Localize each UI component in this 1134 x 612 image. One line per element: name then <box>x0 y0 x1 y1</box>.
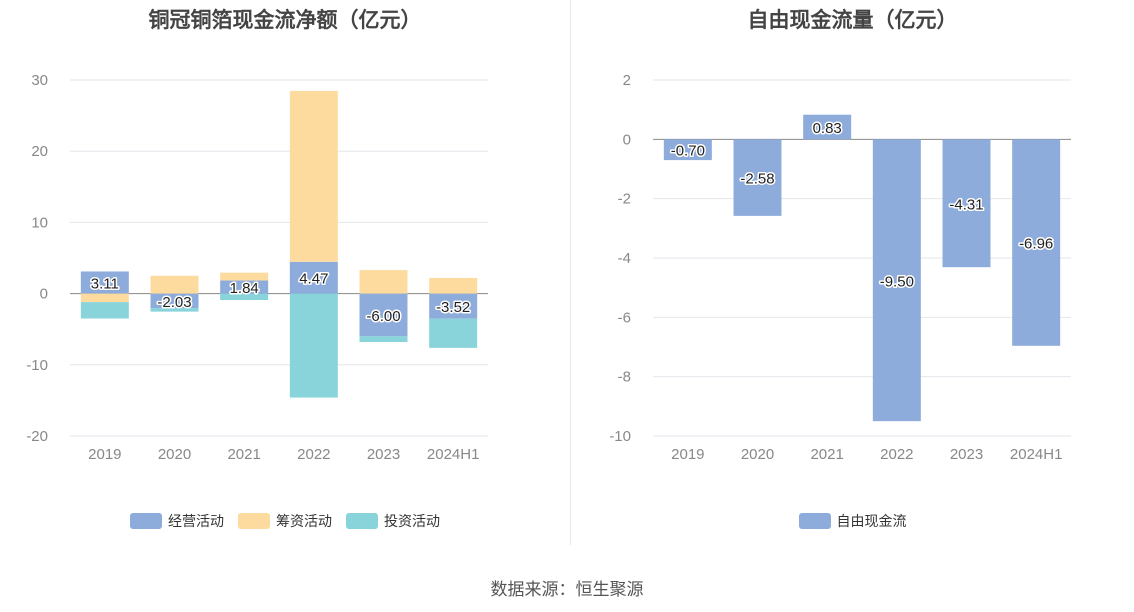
bar <box>150 308 199 312</box>
data-label: -6.96 <box>1019 236 1053 253</box>
bar <box>80 302 129 319</box>
chart-title: 自由现金流量（亿元） <box>747 9 958 32</box>
cash-flow-net-plot: 30 20 10 0 -10 -20 3.11 -2.03 1.84 4.47 -6.00 -3.52… <box>26 72 488 463</box>
bar <box>429 293 478 319</box>
legend-item[interactable]: 筹资活动 <box>238 511 332 531</box>
bar <box>150 293 199 309</box>
legend-label: 投资活动 <box>384 513 440 529</box>
data-label: -2.03 <box>157 294 191 311</box>
bar <box>220 293 269 301</box>
x-tick-label: 2023 <box>950 446 983 463</box>
bar <box>150 275 199 294</box>
chart-title: 铜冠铜箔现金流净额（亿元） <box>148 9 422 32</box>
bar <box>1012 139 1061 346</box>
bar <box>663 139 712 161</box>
bar <box>942 139 991 268</box>
data-label: -4.31 <box>949 196 983 213</box>
legend-swatch <box>130 513 162 529</box>
data-label: 4.47 <box>299 271 328 288</box>
data-label: 3.11 <box>91 276 119 293</box>
bar <box>289 90 338 262</box>
x-tick-label: 2021 <box>227 446 260 463</box>
data-label: 0.83 <box>813 120 842 137</box>
y-tick-label: 0 <box>40 286 48 303</box>
x-tick-label: 2022 <box>880 446 913 463</box>
x-tick-label: 2019 <box>671 446 704 463</box>
y-tick-label: 2 <box>623 72 631 89</box>
x-tick-label: 2019 <box>88 446 121 463</box>
data-source: 数据来源：恒生聚源 <box>490 580 644 599</box>
data-label: -3.52 <box>436 299 470 316</box>
x-tick-label: 2020 <box>158 446 191 463</box>
y-tick-label: 10 <box>31 214 48 231</box>
legend-swatch <box>798 513 831 529</box>
bar <box>289 293 338 398</box>
y-tick-label: -10 <box>26 357 48 374</box>
bar <box>80 271 129 294</box>
data-label: 1.84 <box>230 280 259 297</box>
data-label: -0.70 <box>671 143 705 160</box>
bar <box>359 336 408 343</box>
y-tick-label: -20 <box>26 428 48 445</box>
bar <box>429 277 478 294</box>
x-tick-label: 2024H1 <box>427 446 480 463</box>
bar <box>289 261 338 294</box>
x-tick-label: 2023 <box>367 446 400 463</box>
bar <box>359 270 408 294</box>
y-tick-label: -10 <box>609 428 631 445</box>
bar <box>872 139 921 422</box>
y-tick-label: 20 <box>31 143 48 160</box>
legend-label: 自由现金流 <box>836 513 907 529</box>
legend-swatch <box>346 513 378 529</box>
x-tick-label: 2021 <box>810 446 843 463</box>
data-label: -2.58 <box>740 171 774 188</box>
data-label: -6.00 <box>366 308 400 325</box>
legend-item[interactable]: 经营活动 <box>130 511 224 531</box>
legend: 自由现金流 <box>571 511 1134 531</box>
data-label: -9.50 <box>880 273 914 290</box>
legend-swatch <box>238 513 270 529</box>
legend-label: 筹资活动 <box>276 513 332 529</box>
legend-item[interactable]: 投资活动 <box>346 511 440 531</box>
x-tick-label: 2024H1 <box>1010 446 1063 463</box>
bar <box>220 272 269 281</box>
bar <box>359 293 408 337</box>
free-cash-flow-chart: 自由现金流量（亿元） 2 0 -2 -4 -6 -8 -10 -0.70 -2.58 0.83 -9… <box>571 0 1134 545</box>
y-tick-label: -2 <box>618 191 631 208</box>
legend: 经营活动 筹资活动 投资活动 <box>0 511 570 531</box>
y-tick-label: -6 <box>618 309 631 326</box>
legend-item[interactable]: 自由现金流 <box>798 511 907 531</box>
bar <box>429 318 478 348</box>
bar <box>733 139 782 216</box>
y-tick-label: -8 <box>618 369 631 386</box>
panel-divider <box>570 0 571 545</box>
bar <box>220 280 269 294</box>
legend-label: 经营活动 <box>168 513 224 529</box>
x-tick-label: 2020 <box>741 446 774 463</box>
y-tick-label: 0 <box>623 131 631 148</box>
bar <box>80 293 129 303</box>
cash-flow-net-chart: 铜冠铜箔现金流净额（亿元） 30 20 10 0 -10 -20 3.11 -2.03 1.84… <box>0 0 570 545</box>
bar <box>803 114 852 140</box>
y-tick-label: -4 <box>618 250 631 267</box>
free-cash-flow-plot: 2 0 -2 -4 -6 -8 -10 -0.70 -2.58 0.83 -9.50 -4.31 -6.… <box>609 72 1071 463</box>
y-tick-label: 30 <box>31 72 48 89</box>
x-tick-label: 2022 <box>297 446 330 463</box>
